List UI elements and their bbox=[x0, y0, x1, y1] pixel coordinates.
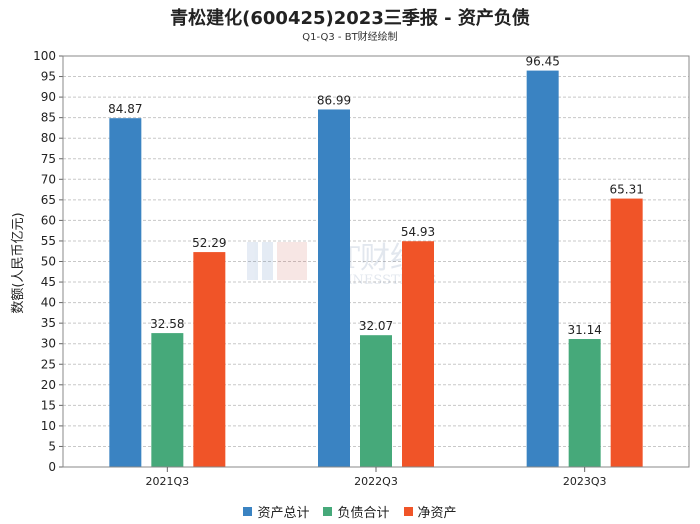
y-tick-label: 25 bbox=[41, 357, 56, 371]
bar bbox=[360, 335, 392, 467]
y-tick-label: 50 bbox=[41, 255, 56, 269]
legend-label: 负债合计 bbox=[337, 506, 390, 521]
data-label: 32.07 bbox=[359, 319, 393, 333]
y-tick-label: 90 bbox=[41, 90, 56, 104]
y-tick-label: 45 bbox=[41, 275, 56, 289]
data-label: 54.93 bbox=[401, 225, 435, 239]
bar bbox=[193, 252, 226, 467]
x-tick-label: 2023Q3 bbox=[563, 475, 607, 488]
y-tick-label: 15 bbox=[41, 398, 56, 412]
legend-item: 负债合计 bbox=[323, 502, 390, 521]
data-label: 65.31 bbox=[609, 183, 643, 197]
legend: 资产总计 负债合计 净资产 bbox=[0, 502, 700, 521]
y-tick-label: 5 bbox=[48, 439, 56, 453]
y-tick-label: 30 bbox=[41, 337, 56, 351]
y-tick-label: 20 bbox=[41, 378, 56, 392]
y-tick-label: 75 bbox=[41, 152, 56, 166]
y-tick-label: 10 bbox=[41, 419, 56, 433]
bar bbox=[568, 339, 601, 467]
y-tick-label: 65 bbox=[41, 193, 56, 207]
data-label: 32.58 bbox=[150, 317, 184, 331]
data-label: 31.14 bbox=[567, 323, 601, 337]
legend-swatch bbox=[243, 507, 253, 516]
legend-swatch bbox=[403, 507, 413, 516]
chart-title: 青松建化(600425)2023三季报 - 资产负债 bbox=[170, 8, 530, 29]
y-tick-label: 0 bbox=[48, 460, 56, 474]
bar bbox=[402, 241, 434, 467]
data-label: 52.29 bbox=[192, 236, 226, 250]
bar bbox=[318, 109, 350, 467]
y-tick-label: 40 bbox=[41, 296, 56, 310]
data-label: 84.87 bbox=[108, 102, 142, 116]
axes: 0 5 10 15 20 25 30 35 40 45 50 55 60 65 70 75 80 85 90 95 10… bbox=[33, 49, 690, 488]
legend-item: 资产总计 bbox=[243, 502, 309, 521]
y-tick-label: 85 bbox=[41, 111, 56, 125]
y-axis-label: 数额(人民币亿元) bbox=[11, 212, 26, 313]
bar bbox=[151, 333, 184, 467]
legend-item: 净资产 bbox=[403, 502, 457, 521]
y-tick-label: 55 bbox=[41, 234, 56, 248]
y-tick-label: 95 bbox=[41, 70, 56, 84]
chart-subtitle: Q1-Q3 - BT财经绘制 bbox=[302, 32, 398, 43]
legend-label: 净资产 bbox=[417, 506, 457, 521]
y-tick-label: 35 bbox=[41, 316, 56, 330]
y-tick-label: 60 bbox=[41, 213, 56, 227]
x-tick-label: 2022Q3 bbox=[354, 475, 398, 488]
bars: 84.87 32.58 52.29 86.99 32.07 54.93 96.45 31.14… bbox=[108, 55, 644, 468]
data-label: 96.45 bbox=[525, 55, 559, 69]
data-label: 86.99 bbox=[317, 93, 351, 107]
legend-label: 资产总计 bbox=[257, 506, 310, 521]
legend-swatch bbox=[323, 507, 333, 516]
bar bbox=[610, 198, 643, 467]
y-tick-label: 100 bbox=[33, 49, 56, 63]
bar bbox=[109, 118, 142, 468]
bar bbox=[526, 70, 559, 467]
y-tick-label: 70 bbox=[41, 172, 56, 186]
x-tick-label: 2021Q3 bbox=[146, 475, 190, 488]
y-tick-label: 80 bbox=[41, 131, 56, 145]
